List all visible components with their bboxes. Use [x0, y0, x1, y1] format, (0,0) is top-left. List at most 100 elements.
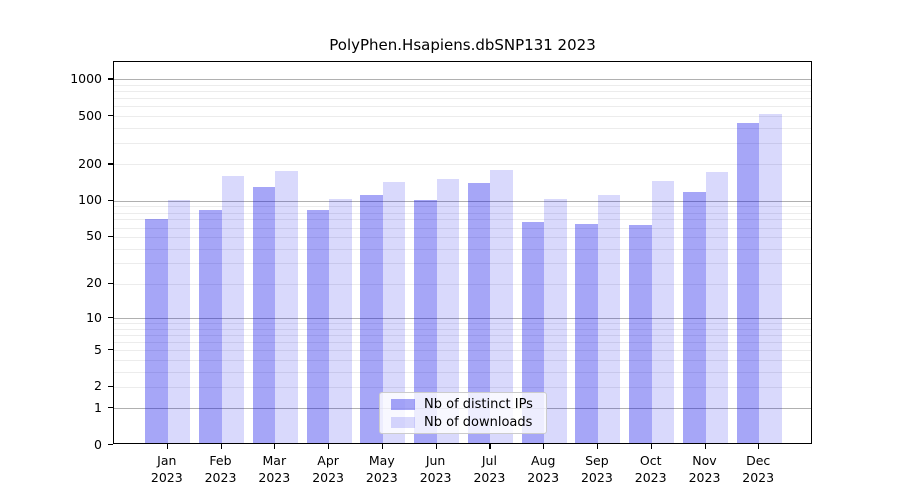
bar-downloads-sep [597, 194, 621, 443]
x-tick-year: 2023 [527, 470, 560, 485]
y-tick-label: 200 [78, 155, 102, 171]
bar-downloads-aug [544, 198, 567, 443]
x-tick-month: May [368, 453, 395, 468]
x-tick-year: 2023 [204, 470, 237, 485]
minor-gridline [114, 91, 811, 93]
bar-distinct-ips-may [360, 194, 383, 443]
bar-downloads-oct [651, 180, 675, 443]
x-tick-year: 2023 [365, 470, 398, 485]
x-tick-month: Apr [317, 453, 339, 468]
minor-gridline [114, 85, 811, 86]
minor-gridline [114, 206, 811, 208]
x-tick-label: Oct 2023 [619, 452, 683, 486]
y-tick-mark [108, 78, 113, 80]
y-tick-label: 100 [78, 192, 102, 208]
legend-swatch-downloads [391, 416, 415, 428]
x-tick-mark [650, 444, 652, 449]
x-tick-year: 2023 [419, 470, 452, 485]
minor-gridline [114, 227, 811, 229]
x-tick-label: Jul 2023 [457, 452, 521, 486]
y-tick-mark [108, 115, 113, 117]
legend-swatch-distinct-ips [391, 398, 415, 410]
minor-gridline [114, 116, 811, 117]
y-tick-label: 50 [86, 228, 102, 244]
x-tick-label: Feb 2023 [189, 452, 253, 486]
bar-downloads-nov [705, 172, 728, 443]
minor-gridline [114, 342, 811, 343]
y-tick-label: 5 [94, 341, 102, 357]
legend-item-downloads: Nb of downloads [380, 415, 546, 430]
bar-distinct-ips-mar [252, 186, 276, 443]
x-tick-label: Dec 2023 [726, 452, 790, 486]
y-tick-label: 2 [94, 378, 102, 394]
x-tick-label: Jun 2023 [404, 452, 468, 486]
bar-distinct-ips-sep [575, 223, 598, 443]
minor-gridline [114, 371, 811, 373]
y-tick-label: 1 [94, 399, 102, 415]
bar-distinct-ips-dec [736, 122, 760, 443]
major-gridline [114, 318, 811, 320]
bar-distinct-ips-feb [199, 209, 222, 443]
x-tick-label: May 2023 [350, 452, 414, 486]
minor-gridline [114, 212, 811, 214]
bar-distinct-ips-apr [306, 209, 330, 443]
bar-distinct-ips-aug [521, 222, 545, 443]
x-tick-month: Nov [692, 453, 717, 468]
y-tick-label: 20 [86, 275, 102, 291]
minor-gridline [114, 248, 811, 250]
minor-gridline [114, 335, 811, 336]
x-tick-month: Jan [157, 453, 177, 468]
chart-title: PolyPhen.Hsapiens.dbSNP131 2023 [329, 36, 596, 54]
bar-downloads-jan [167, 200, 191, 443]
y-tick-mark [108, 407, 113, 409]
legend-item-distinct-ips: Nb of distinct IPs [380, 397, 546, 412]
x-tick-month: Oct [639, 453, 662, 468]
minor-gridline [114, 359, 811, 361]
x-tick-mark [435, 444, 437, 449]
x-tick-mark [328, 444, 330, 449]
minor-gridline [114, 386, 811, 388]
y-tick-mark [108, 385, 113, 388]
x-tick-month: Aug [530, 453, 556, 468]
y-tick-label: 10 [86, 309, 102, 325]
x-tick-mark [166, 444, 168, 449]
bar-downloads-may [382, 182, 406, 443]
y-tick-mark [108, 349, 113, 351]
x-tick-mark [704, 444, 706, 449]
x-tick-label: Aug 2023 [511, 452, 575, 486]
bar-downloads-jun [436, 178, 460, 443]
x-tick-month: Dec [746, 453, 771, 468]
x-tick-year: 2023 [473, 470, 506, 485]
y-tick-mark [108, 444, 113, 446]
y-tick-label: 0 [94, 436, 102, 452]
x-tick-month: Sep [585, 453, 609, 468]
bar-distinct-ips-jan [145, 218, 168, 443]
x-tick-label: Apr 2023 [296, 452, 360, 486]
x-tick-mark [220, 444, 222, 449]
legend-label-distinct-ips: Nb of distinct IPs [424, 396, 533, 412]
minor-gridline [114, 236, 811, 238]
bar-distinct-ips-jun [414, 200, 437, 443]
x-tick-year: 2023 [580, 470, 613, 485]
x-tick-year: 2023 [634, 470, 667, 485]
minor-gridline [114, 219, 811, 221]
bar-distinct-ips-jul [467, 182, 491, 443]
minor-gridline [114, 127, 811, 129]
minor-gridline [114, 143, 811, 144]
x-tick-mark [758, 444, 760, 449]
y-tick-label: 1000 [70, 70, 102, 86]
x-tick-month: Mar [262, 453, 287, 468]
x-tick-label: Mar 2023 [242, 452, 306, 486]
y-tick-mark [108, 235, 113, 238]
x-tick-month: Jun [425, 453, 446, 468]
bar-distinct-ips-oct [629, 224, 652, 443]
y-tick-label: 500 [78, 107, 102, 123]
bar-distinct-ips-nov [683, 191, 706, 443]
y-tick-mark [108, 163, 113, 165]
bar-downloads-mar [275, 170, 298, 443]
x-tick-mark [543, 444, 545, 449]
x-tick-mark [596, 444, 599, 449]
x-tick-month: Feb [209, 453, 232, 468]
bar-downloads-apr [329, 198, 352, 443]
bar-downloads-feb [221, 175, 244, 443]
